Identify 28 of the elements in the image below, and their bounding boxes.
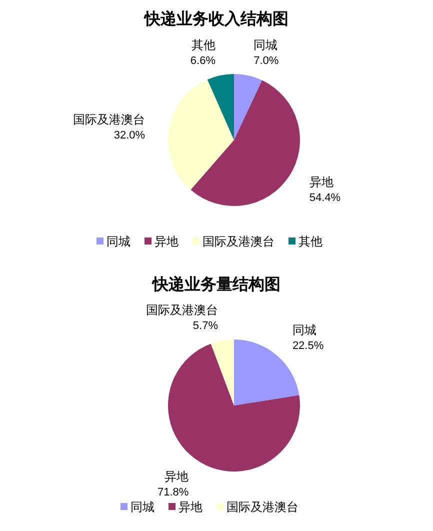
pie-slice [234,74,262,140]
slice-label: 国际及港澳台 [146,302,218,317]
data-label: 5.7% [192,320,218,332]
legend-label: 国际及港澳台 [202,234,274,248]
pie-slice [190,80,300,206]
data-label: 54.4% [309,192,341,204]
pie-slice [210,340,234,406]
pie-slice [207,74,234,140]
legend-label: 同城 [130,500,154,514]
data-label: 32.0% [114,129,146,142]
chart-title: 快递业务收入结构图 [144,10,288,28]
pie-slice [168,80,234,190]
slice-label: 国际及港澳台 [73,112,146,126]
data-label: 22.5% [292,340,324,352]
legend-label: 异地 [154,234,178,248]
legend-label: 异地 [178,500,202,514]
slice-label: 异地 [309,175,334,190]
slice-label: 同城 [254,38,278,52]
legend-label: 同城 [106,234,130,248]
data-label: 6.6% [190,54,216,67]
legend-label: 国际及港澳台 [226,500,298,514]
slice-label: 其他 [191,38,216,52]
data-label: 7.0% [254,55,279,68]
legend-label: 其他 [298,234,322,248]
chart-title: 快递业务量结构图 [152,276,280,294]
slice-label: 异地 [164,469,189,484]
slice-label: 同城 [292,323,316,338]
data-label: 71.8% [157,486,189,498]
